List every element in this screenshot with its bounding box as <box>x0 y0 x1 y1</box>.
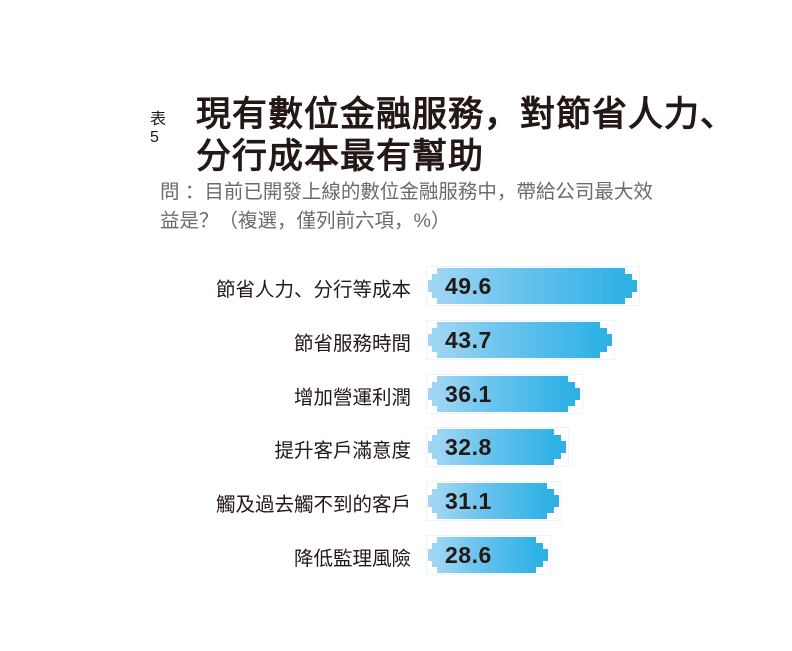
bar-body-shape <box>437 322 600 358</box>
chart-title-line-1: 現有數位金融服務，對節省人力、 <box>196 95 737 134</box>
bar-rnub-shape <box>574 388 580 400</box>
chart-row: 降低監理風險 28.6 <box>0 535 792 575</box>
chart-row: 提升客戶滿意度 32.8 <box>0 427 792 467</box>
bar-body-shape <box>437 376 568 412</box>
bar-grid-shape <box>426 374 583 414</box>
bar-rstep-shape <box>553 435 561 459</box>
bar-rnub-shape <box>560 441 566 453</box>
chart-row: 節省服務時間 43.7 <box>0 320 792 360</box>
bar-body-shape <box>437 483 547 519</box>
bar-grid-shape <box>426 481 562 521</box>
bar-grid-shape <box>426 320 615 360</box>
bar-body-shape <box>437 537 536 573</box>
bar-grid-shape <box>426 535 551 575</box>
bar-body-shape <box>437 268 625 304</box>
bar-rstep-shape <box>599 328 607 352</box>
category-label: 增加營運利潤 <box>293 387 411 409</box>
data-bar: 49.6 <box>426 266 640 306</box>
bar-lstep-shape <box>432 435 438 459</box>
bar-rnub-shape <box>553 495 559 507</box>
value-label: 43.7 <box>445 327 492 353</box>
category-label: 節省人力、分行等成本 <box>215 279 411 301</box>
category-label: 提升客戶滿意度 <box>274 440 411 462</box>
bar-lstep-shape <box>432 382 438 406</box>
chart-row: 節省人力、分行等成本 49.6 <box>0 266 792 306</box>
survey-question: 問 ：目前已開發上線的數位金融服務中，帶給公司最大效 益是？（複選，僅列前六項，… <box>160 178 780 236</box>
data-bar: 43.7 <box>426 320 615 360</box>
category-label: 降低監理風險 <box>293 548 411 570</box>
data-bar: 31.1 <box>426 481 562 521</box>
bar-lstep-shape <box>432 274 438 298</box>
bar-rnub-shape <box>542 549 548 561</box>
value-label: 32.8 <box>445 434 492 460</box>
bar-lstep-shape <box>432 328 438 352</box>
bar-grid-shape <box>426 266 640 306</box>
data-bar: 28.6 <box>426 535 551 575</box>
chart-title-line-2: 分行成本最有幫助 <box>196 137 485 176</box>
value-label: 28.6 <box>445 542 492 568</box>
bar-rstep-shape <box>624 274 632 298</box>
chart-row: 增加營運利潤 36.1 <box>0 374 792 414</box>
bar-lstep-shape <box>432 543 438 567</box>
bar-rnub-shape <box>631 280 637 292</box>
survey-question-line-2: 益是？（複選，僅列前六項，%） <box>160 210 451 232</box>
table-number: 表5 <box>150 111 166 146</box>
category-label: 節省服務時間 <box>293 333 411 355</box>
survey-question-line-1: 問 ：目前已開發上線的數位金融服務中，帶給公司最大效 <box>160 181 653 203</box>
bar-lstep-shape <box>432 489 438 513</box>
category-label: 觸及過去觸不到的客戶 <box>215 494 411 516</box>
bar-rnub-shape <box>606 334 612 346</box>
chart-row: 觸及過去觸不到的客戶 31.1 <box>0 481 792 521</box>
bar-grid-shape <box>426 427 569 467</box>
bar-body-shape <box>437 429 554 465</box>
bar-rstep-shape <box>535 543 543 567</box>
value-label: 31.1 <box>445 488 492 514</box>
bar-rstep-shape <box>567 382 575 406</box>
data-bar: 32.8 <box>426 427 569 467</box>
value-label: 49.6 <box>445 273 492 299</box>
bar-rstep-shape <box>546 489 554 513</box>
data-bar: 36.1 <box>426 374 583 414</box>
value-label: 36.1 <box>445 381 492 407</box>
